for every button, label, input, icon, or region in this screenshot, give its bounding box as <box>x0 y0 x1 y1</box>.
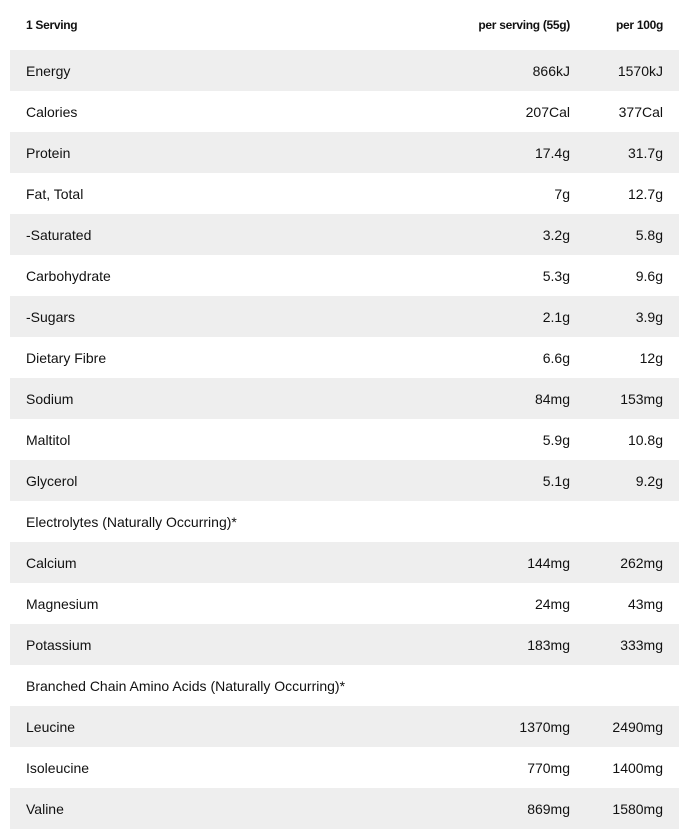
per-100g-value: 262mg <box>620 554 663 571</box>
per-serving-value: 869mg <box>527 800 570 817</box>
nutrient-name: Potassium <box>26 636 92 653</box>
per-serving-value: 3.2g <box>542 226 570 243</box>
nutrient-name: Calcium <box>26 554 77 571</box>
table-row: Electrolytes (Naturally Occurring)* <box>10 501 679 542</box>
nutrient-name: Maltitol <box>26 431 71 448</box>
table-row: Dietary Fibre 6.6g 12g <box>10 337 679 378</box>
per-serving-value: 770mg <box>527 759 570 776</box>
table-row: Sodium 84mg 153mg <box>10 378 679 419</box>
per-100g-value: 9.2g <box>635 472 663 489</box>
per-serving-value: 144mg <box>527 554 570 571</box>
table-row: -Sugars 2.1g 3.9g <box>10 296 679 337</box>
nutrient-name: Sodium <box>26 390 74 407</box>
nutrient-name: Energy <box>26 62 71 79</box>
per-serving-value: 24mg <box>534 595 570 612</box>
per-100g-value: 153mg <box>620 390 663 407</box>
per-serving-value: 17.4g <box>534 144 570 161</box>
nutrient-name: Valine <box>26 800 64 817</box>
table-row: Potassium 183mg 333mg <box>10 624 679 665</box>
per-100g-value: 2490mg <box>612 718 663 735</box>
nutrient-name: Glycerol <box>26 472 78 489</box>
per-100g-value: 10.8g <box>627 431 663 448</box>
table-row: Fat, Total 7g 12.7g <box>10 173 679 214</box>
nutrient-name: Leucine <box>26 718 76 735</box>
per-100g-value: 9.6g <box>635 267 663 284</box>
nutrient-name: Carbohydrate <box>26 267 111 284</box>
per-serving-value: 2.1g <box>542 308 570 325</box>
nutrition-table: 1 Serving per serving (55g) per 100g Ene… <box>10 0 679 829</box>
per-serving-value: 5.1g <box>542 472 570 489</box>
per-100g-value: 31.7g <box>627 144 663 161</box>
nutrient-name: Electrolytes (Naturally Occurring)* <box>26 513 237 530</box>
per-100g-value: 5.8g <box>635 226 663 243</box>
nutrient-name: Fat, Total <box>26 185 84 202</box>
header-per-100g: per 100g <box>616 18 663 32</box>
nutrient-name: Isoleucine <box>26 759 90 776</box>
table-row: Energy 866kJ 1570kJ <box>10 50 679 91</box>
per-serving-value: 5.3g <box>542 267 570 284</box>
per-100g-value: 12g <box>639 349 663 366</box>
per-100g-value: 333mg <box>620 636 663 653</box>
per-100g-value: 3.9g <box>635 308 663 325</box>
nutrient-name: Calories <box>26 103 78 120</box>
per-100g-value: 377Cal <box>618 103 663 120</box>
table-row: Carbohydrate 5.3g 9.6g <box>10 255 679 296</box>
nutrient-name: Dietary Fibre <box>26 349 107 366</box>
per-100g-value: 12.7g <box>627 185 663 202</box>
per-serving-value: 84mg <box>534 390 570 407</box>
nutrient-name: -Saturated <box>26 226 92 243</box>
header-label: 1 Serving <box>26 18 78 32</box>
table-row: Calories 207Cal 377Cal <box>10 91 679 132</box>
table-row: Magnesium 24mg 43mg <box>10 583 679 624</box>
per-serving-value: 183mg <box>527 636 570 653</box>
table-header: 1 Serving per serving (55g) per 100g <box>10 0 679 50</box>
nutrient-name: -Sugars <box>26 308 76 325</box>
table-row: Valine 869mg 1580mg <box>10 788 679 829</box>
per-serving-value: 5.9g <box>542 431 570 448</box>
table-row: Calcium 144mg 262mg <box>10 542 679 583</box>
per-100g-value: 1580mg <box>612 800 663 817</box>
nutrient-name: Protein <box>26 144 71 161</box>
nutrient-name: Branched Chain Amino Acids (Naturally Oc… <box>26 677 346 694</box>
header-per-serving: per serving (55g) <box>478 18 570 32</box>
per-serving-value: 866kJ <box>532 62 570 79</box>
per-serving-value: 6.6g <box>542 349 570 366</box>
table-row: Glycerol 5.1g 9.2g <box>10 460 679 501</box>
per-serving-value: 7g <box>554 185 570 202</box>
table-row: Branched Chain Amino Acids (Naturally Oc… <box>10 665 679 706</box>
per-100g-value: 1400mg <box>612 759 663 776</box>
table-row: Isoleucine 770mg 1400mg <box>10 747 679 788</box>
per-100g-value: 1570kJ <box>617 62 663 79</box>
table-row: Leucine 1370mg 2490mg <box>10 706 679 747</box>
table-row: Protein 17.4g 31.7g <box>10 132 679 173</box>
per-100g-value: 43mg <box>627 595 663 612</box>
per-serving-value: 207Cal <box>525 103 570 120</box>
table-row: Maltitol 5.9g 10.8g <box>10 419 679 460</box>
table-row: -Saturated 3.2g 5.8g <box>10 214 679 255</box>
nutrient-name: Magnesium <box>26 595 99 612</box>
per-serving-value: 1370mg <box>519 718 570 735</box>
